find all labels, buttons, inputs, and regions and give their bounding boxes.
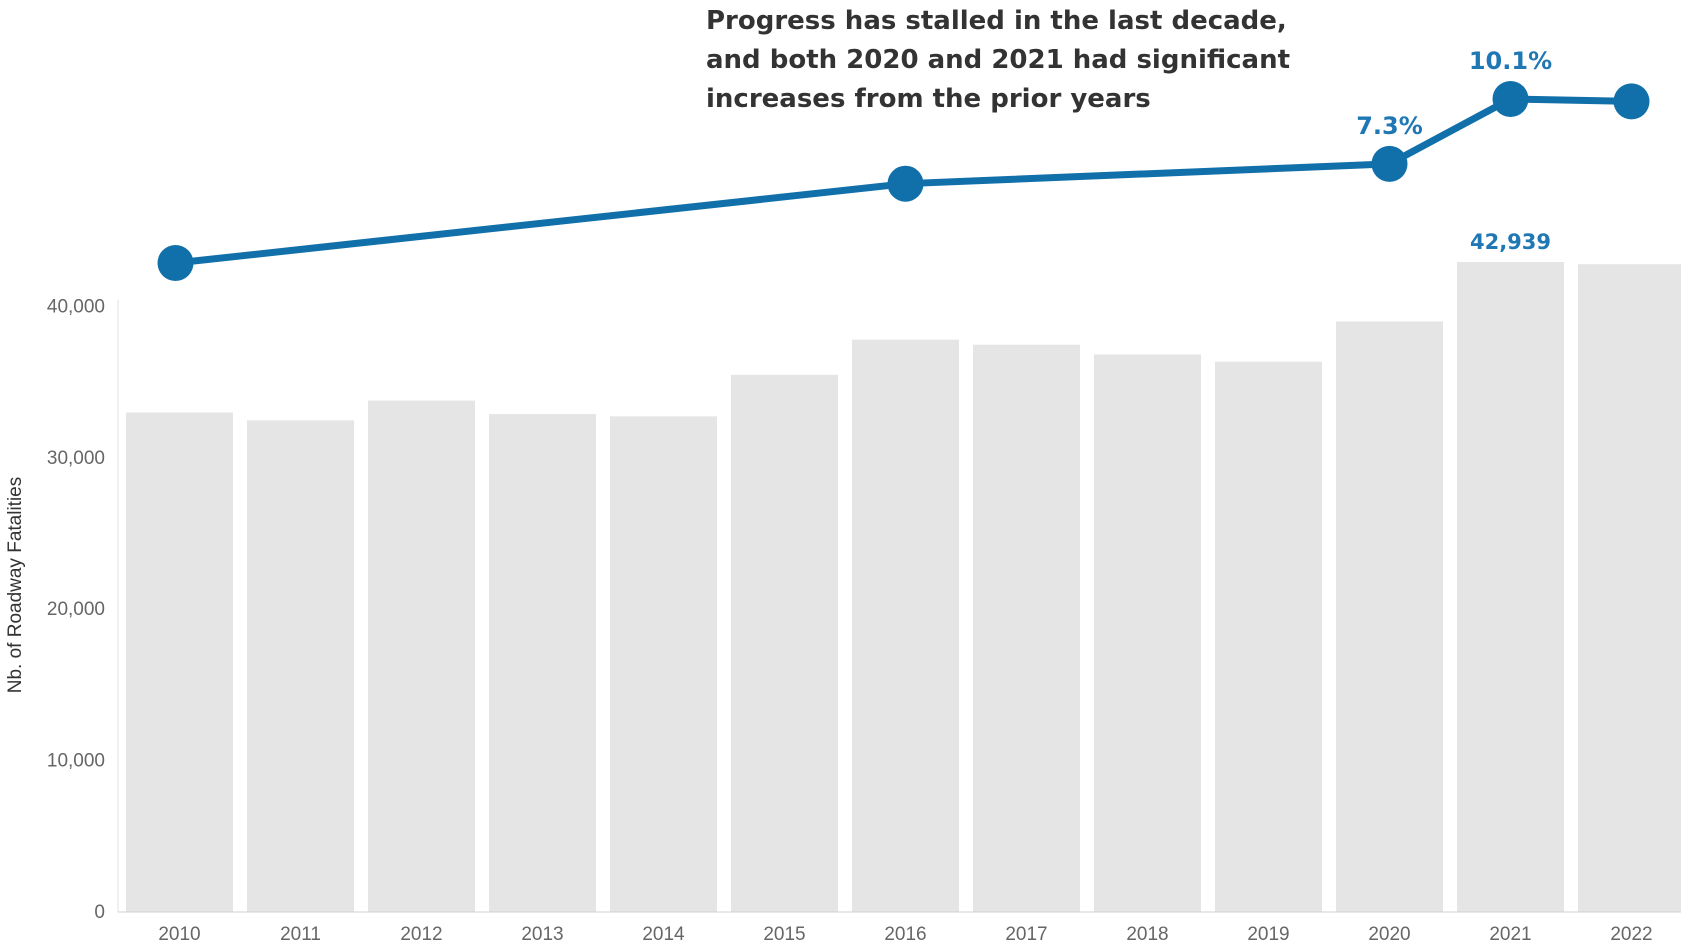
bar-2011 (247, 420, 354, 912)
trend-point-2022 (1613, 83, 1650, 120)
bar-2022 (1578, 264, 1681, 913)
x-tick-label: 2016 (884, 924, 926, 945)
x-tick-label: 2022 (1610, 924, 1652, 945)
bar-value-label: 42,939 (1470, 230, 1551, 254)
x-tick-label: 2019 (1247, 924, 1289, 945)
trend-label-2021: 10.1% (1469, 47, 1552, 75)
bar-2018 (1094, 354, 1201, 912)
x-tick-label: 2020 (1368, 924, 1410, 945)
x-tick-label: 2014 (642, 924, 685, 945)
y-axis-ticks: 0 10,000 20,000 30,000 40,000 (47, 296, 105, 923)
bar-2012 (368, 400, 475, 912)
bar-2021 (1457, 262, 1564, 912)
bar-2015 (731, 374, 838, 913)
trend-point-2020 (1371, 145, 1408, 182)
bar-2010 (126, 412, 233, 912)
annotation-line-1: Progress has stalled in the last decade, (706, 6, 1287, 36)
trend-line-layer: 7.3% 10.1% (157, 47, 1650, 281)
bar-2016 (852, 339, 959, 912)
bar-2020 (1336, 321, 1443, 913)
bar-2014 (610, 416, 717, 912)
trend-point-2016 (887, 165, 924, 202)
x-tick-label: 2017 (1005, 924, 1047, 945)
trend-point-2021 (1492, 81, 1529, 117)
bar-labels-layer: 42,939 (1470, 230, 1551, 254)
annotation-line-2: and both 2020 and 2021 had significant (706, 45, 1291, 75)
trend-label-2020: 7.3% (1356, 112, 1423, 140)
x-tick-label: 2013 (521, 924, 563, 945)
annotation-line-3: increases from the prior years (706, 84, 1151, 114)
x-tick-label: 2012 (400, 924, 442, 945)
y-axis-label: Nb. of Roadway Fatalities (5, 477, 26, 694)
trend-point-2010 (157, 245, 194, 281)
y-tick-label: 40,000 (47, 296, 105, 317)
chart-annotation: Progress has stalled in the last decade,… (706, 2, 1346, 119)
x-tick-label: 2015 (763, 924, 805, 945)
y-tick-label: 30,000 (47, 448, 105, 469)
y-tick-label: 0 (94, 902, 105, 923)
x-axis-ticks: 2010 2011 2012 2013 2014 2015 2016 2017 2018 2019… (158, 924, 1652, 945)
bars-layer (126, 262, 1681, 913)
bar-2017 (973, 344, 1080, 913)
bar-2019 (1215, 361, 1322, 912)
y-tick-label: 20,000 (47, 599, 105, 620)
x-tick-label: 2011 (280, 924, 321, 945)
x-tick-label: 2018 (1126, 924, 1168, 945)
bar-2013 (489, 414, 596, 912)
x-tick-label: 2021 (1489, 924, 1531, 945)
y-tick-label: 10,000 (47, 751, 105, 772)
x-tick-label: 2010 (158, 924, 200, 945)
